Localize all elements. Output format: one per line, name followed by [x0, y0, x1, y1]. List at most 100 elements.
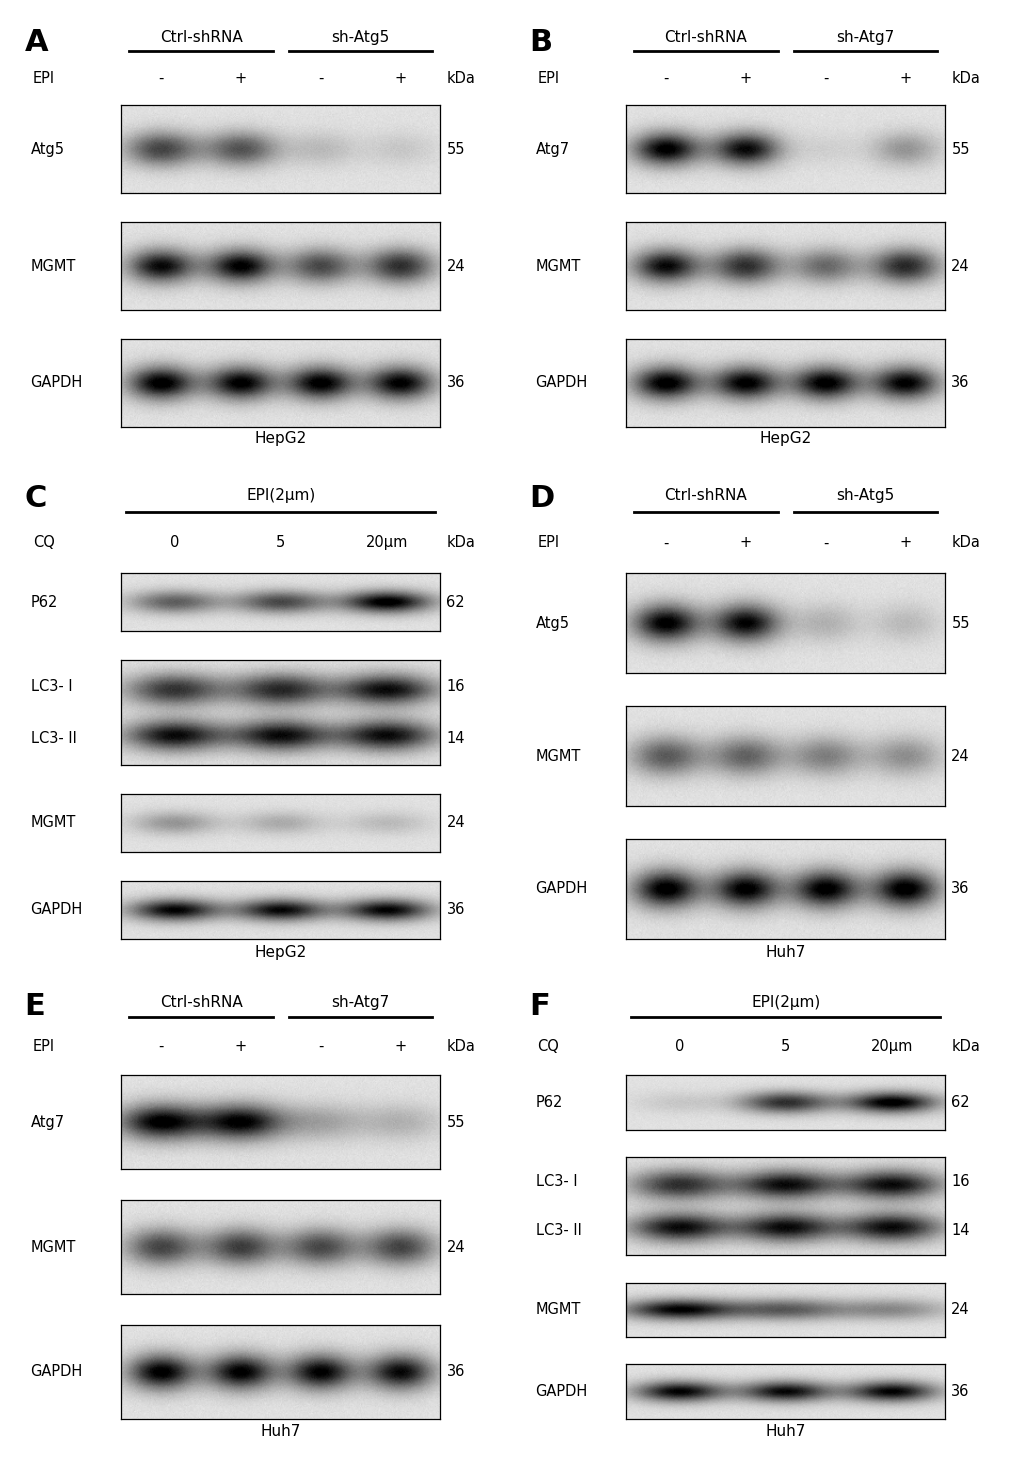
Text: 24: 24: [446, 259, 465, 274]
Text: sh-Atg5: sh-Atg5: [836, 487, 894, 503]
Text: 62: 62: [446, 595, 465, 609]
Text: GAPDH: GAPDH: [31, 375, 83, 390]
Text: 24: 24: [446, 815, 465, 830]
Text: 36: 36: [446, 375, 465, 390]
Text: -: -: [158, 71, 164, 87]
Text: 36: 36: [951, 1384, 969, 1398]
Text: CQ: CQ: [537, 1039, 558, 1054]
Text: EPI: EPI: [33, 1039, 55, 1054]
Text: 5: 5: [276, 536, 285, 551]
Text: -: -: [662, 536, 668, 551]
Text: 24: 24: [446, 1239, 465, 1254]
Text: MGMT: MGMT: [31, 815, 75, 830]
Text: sh-Atg5: sh-Atg5: [331, 31, 389, 46]
Text: MGMT: MGMT: [535, 1303, 580, 1317]
Text: D: D: [529, 484, 554, 514]
Text: Atg5: Atg5: [535, 615, 569, 630]
Text: E: E: [24, 992, 45, 1022]
Text: -: -: [662, 71, 668, 87]
Text: 14: 14: [951, 1223, 969, 1238]
Text: GAPDH: GAPDH: [535, 882, 587, 896]
Text: kDa: kDa: [446, 71, 475, 87]
Text: MGMT: MGMT: [31, 1239, 75, 1254]
Text: EPI(2μm): EPI(2μm): [750, 995, 819, 1010]
Text: HepG2: HepG2: [255, 431, 307, 446]
Text: +: +: [899, 536, 911, 551]
Text: 24: 24: [951, 1303, 969, 1317]
Text: 14: 14: [446, 732, 465, 746]
Text: 55: 55: [446, 141, 465, 156]
Text: MGMT: MGMT: [535, 748, 580, 764]
Text: MGMT: MGMT: [31, 259, 75, 274]
Text: Atg5: Atg5: [31, 141, 64, 156]
Text: -: -: [822, 71, 827, 87]
Text: 55: 55: [951, 615, 969, 630]
Text: GAPDH: GAPDH: [31, 1365, 83, 1379]
Text: Atg7: Atg7: [535, 141, 569, 156]
Text: LC3- II: LC3- II: [31, 732, 76, 746]
Text: LC3- I: LC3- I: [535, 1175, 577, 1189]
Text: +: +: [739, 536, 751, 551]
Text: 16: 16: [446, 679, 465, 693]
Text: Huh7: Huh7: [765, 1425, 805, 1440]
Text: Ctrl-shRNA: Ctrl-shRNA: [160, 31, 243, 46]
Text: -: -: [318, 1039, 323, 1054]
Text: kDa: kDa: [446, 1039, 475, 1054]
Text: 0: 0: [169, 536, 179, 551]
Text: EPI: EPI: [537, 71, 559, 87]
Text: Ctrl-shRNA: Ctrl-shRNA: [664, 487, 747, 503]
Text: +: +: [234, 1039, 247, 1054]
Text: 16: 16: [951, 1175, 969, 1189]
Text: 24: 24: [951, 259, 969, 274]
Text: -: -: [822, 536, 827, 551]
Text: 5: 5: [781, 1039, 790, 1054]
Text: kDa: kDa: [951, 71, 979, 87]
Text: HepG2: HepG2: [255, 945, 307, 960]
Text: Ctrl-shRNA: Ctrl-shRNA: [160, 995, 243, 1010]
Text: A: A: [24, 28, 48, 57]
Text: Ctrl-shRNA: Ctrl-shRNA: [664, 31, 747, 46]
Text: +: +: [899, 71, 911, 87]
Text: C: C: [24, 484, 47, 514]
Text: LC3- I: LC3- I: [31, 679, 72, 693]
Text: 36: 36: [951, 882, 969, 896]
Text: P62: P62: [31, 595, 58, 609]
Text: +: +: [234, 71, 247, 87]
Text: EPI: EPI: [33, 71, 55, 87]
Text: 0: 0: [674, 1039, 684, 1054]
Text: -: -: [318, 71, 323, 87]
Text: Huh7: Huh7: [765, 945, 805, 960]
Text: 36: 36: [951, 375, 969, 390]
Text: 20μm: 20μm: [366, 536, 408, 551]
Text: kDa: kDa: [951, 1039, 979, 1054]
Text: +: +: [394, 71, 407, 87]
Text: EPI: EPI: [537, 536, 559, 551]
Text: B: B: [529, 28, 552, 57]
Text: Atg7: Atg7: [31, 1114, 64, 1129]
Text: HepG2: HepG2: [759, 431, 811, 446]
Text: 36: 36: [446, 902, 465, 917]
Text: kDa: kDa: [446, 536, 475, 551]
Text: 24: 24: [951, 748, 969, 764]
Text: sh-Atg7: sh-Atg7: [836, 31, 894, 46]
Text: 36: 36: [446, 1365, 465, 1379]
Text: GAPDH: GAPDH: [535, 1384, 587, 1398]
Text: Huh7: Huh7: [261, 1425, 301, 1440]
Text: GAPDH: GAPDH: [535, 375, 587, 390]
Text: 62: 62: [951, 1095, 969, 1110]
Text: -: -: [158, 1039, 164, 1054]
Text: GAPDH: GAPDH: [31, 902, 83, 917]
Text: MGMT: MGMT: [535, 259, 580, 274]
Text: 20μm: 20μm: [870, 1039, 912, 1054]
Text: LC3- II: LC3- II: [535, 1223, 581, 1238]
Text: P62: P62: [535, 1095, 562, 1110]
Text: +: +: [394, 1039, 407, 1054]
Text: kDa: kDa: [951, 536, 979, 551]
Text: sh-Atg7: sh-Atg7: [331, 995, 389, 1010]
Text: +: +: [739, 71, 751, 87]
Text: 55: 55: [446, 1114, 465, 1129]
Text: EPI(2μm): EPI(2μm): [246, 487, 315, 503]
Text: 55: 55: [951, 141, 969, 156]
Text: F: F: [529, 992, 549, 1022]
Text: CQ: CQ: [33, 536, 54, 551]
